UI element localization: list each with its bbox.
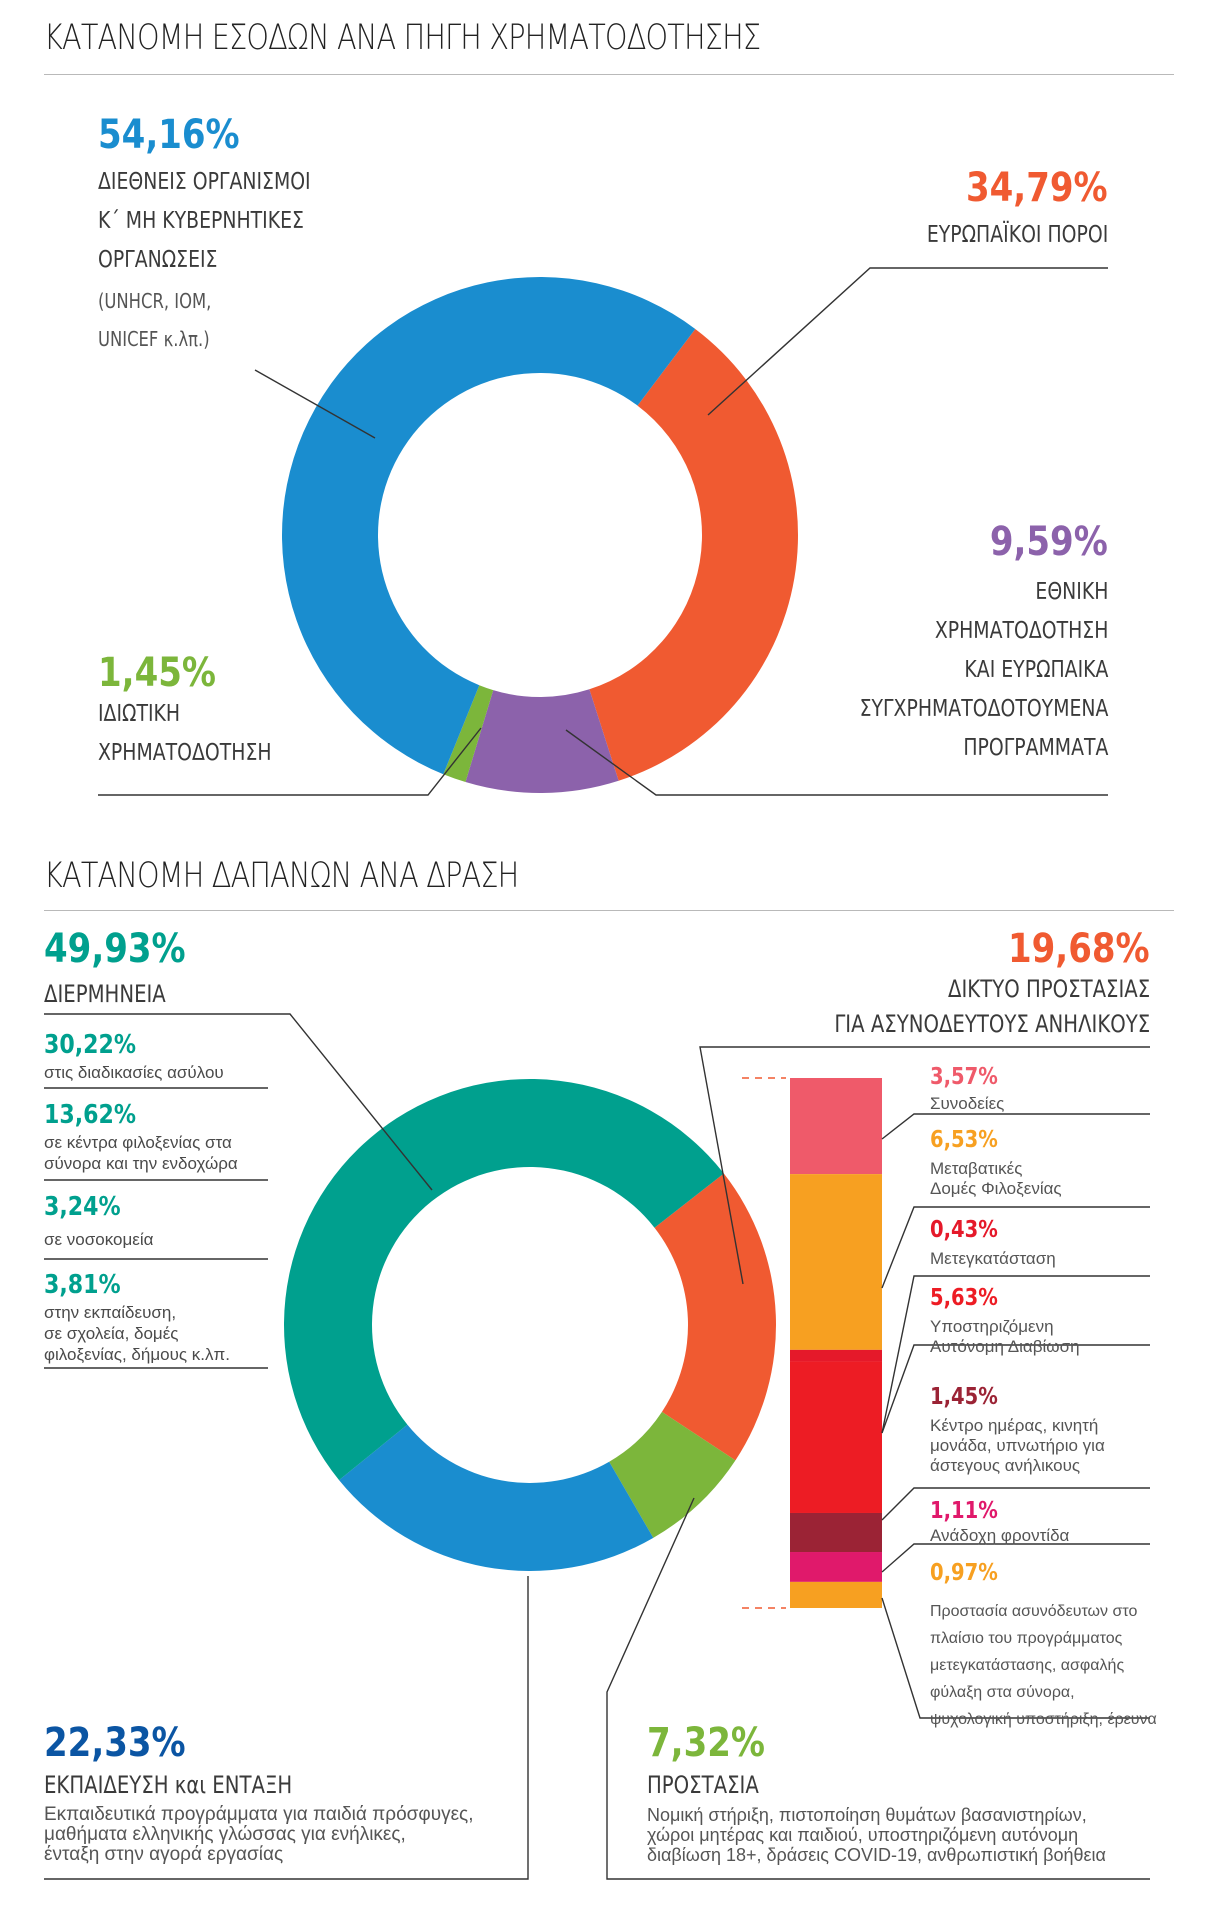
leader-income-international [254,369,376,439]
net-sub-4-text: Υποστηριζόμενη Αυτόνομη Διαβίωση [930,1317,1080,1356]
donut2-slice-2 [609,1411,736,1538]
leader-exp-education [44,1576,529,1880]
income-international-pct: 54,16% [98,112,240,158]
income-title: ΚΑΤΑΝΟΜΗ ΕΣΟΔΩΝ ΑΝΑ ΠΗΓΗ ΧΡΗΜΑΤΟΔΟΤΗΣΗΣ [44,18,761,58]
leader-income-private [98,727,482,796]
donut2-slice-3 [339,1424,654,1571]
network-bar-segment-2 [790,1349,882,1362]
donut1-slice-3 [443,685,494,783]
interp-sub-2-pct: 13,62% [44,1100,137,1130]
net-sub-1-pct: 3,57% [930,1064,998,1090]
expenses-title-rule [44,910,1174,911]
leader-bar-6 [881,1543,1150,1573]
network-bar-segment-5 [790,1552,882,1582]
interp-sub-1-pct: 30,22% [44,1030,137,1060]
net-sub-3-pct: 0,43% [930,1217,998,1243]
interp-sub-3-text: σε νοσοκομεία [44,1230,154,1249]
exp-education-label: ΕΚΠΑΙΔΕΥΣΗ και ΕΝΤΑΞΗ [44,1771,293,1799]
leader-income-european [707,267,1108,416]
leader-bar-1 [881,1113,1150,1140]
net-sub-7-pct: 0,97% [930,1560,998,1586]
net-sub-2-pct: 6,53% [930,1127,998,1153]
income-international-sub: (UNHCR, IOM, UNICEF κ.λπ.) [98,289,212,351]
network-bar-segment-3 [790,1361,882,1513]
expenses-donut [284,1079,776,1571]
leader-exp-interpretation [44,1013,433,1191]
network-bar-segment-0 [790,1078,882,1175]
leader-income-national [565,729,1108,796]
network-bar-segment-1 [790,1174,882,1350]
exp-protection-label: ΠΡΟΣΤΑΣΙΑ [647,1771,759,1799]
net-sub-3-text: Μετεγκατάσταση [930,1249,1056,1268]
network-bar-segment-6 [790,1581,882,1608]
leader-bar-7 [881,1597,1150,1719]
income-international-label: ΔΙΕΘΝΕΙΣ ΟΡΓΑΝΙΣΜΟΙ κ΄ ΜΗ ΚΥΒΕΡΝΗΤΙΚΕΣ Ο… [98,169,311,273]
network-stacked-bar [790,1078,882,1608]
leader-lines [44,267,1150,1880]
net-sub-6-pct: 1,11% [930,1498,998,1524]
exp-network-label: ΔΙΚΤΥΟ ΠΡΟΣΤΑΣΙΑΣ ΓΙΑ ΑΣΥΝΟΔΕΥΤΟΥΣ ΑΝΗΛΙ… [834,975,1150,1038]
income-private-pct: 1,45% [98,650,216,696]
net-sub-6-text: Ανάδοχη φροντίδα [930,1526,1070,1545]
leader-exp-protection [606,1497,1150,1880]
donut1-slice-2 [465,689,619,793]
network-bar-segment-4 [790,1512,882,1553]
exp-education-text: Εκπαιδευτικά προγράμματα για παιδιά πρόσ… [44,1804,474,1865]
donut2-slice-1 [654,1173,776,1461]
donut1-slice-0 [282,277,696,775]
exp-interpretation-label: ΔΙΕΡΜΗΝΕΙΑ [44,980,166,1008]
income-european-pct: 34,79% [966,165,1108,211]
net-sub-2-text: Μεταβατικές Δομές Φιλοξενίας [930,1159,1062,1198]
interp-sub-4-text: στην εκπαίδευση, σε σχολεία, δομές φιλοξ… [44,1303,230,1364]
leader-bar-2 [881,1206,1150,1289]
exp-education-pct: 22,33% [44,1720,186,1766]
leader-exp-network [699,1046,1150,1285]
exp-protection-pct: 7,32% [647,1720,765,1766]
net-sub-5-text: Κέντρο ημέρας, κινητή μονάδα, υπνωτήριο … [930,1416,1105,1475]
income-title-rule [44,74,1174,75]
net-sub-5-pct: 1,45% [930,1384,998,1410]
net-sub-7-text: Προστασία ασυνόδευτων στο πλαίσιο του πρ… [930,1603,1157,1728]
interp-sub-1-text: στις διαδικασίες ασύλου [44,1063,224,1082]
donut1-slice-1 [589,328,799,781]
exp-interpretation-pct: 49,93% [44,926,186,972]
leader-bar-3 [881,1275,1150,1434]
net-sub-4-pct: 5,63% [930,1285,998,1311]
exp-network-pct: 19,68% [1008,926,1150,972]
income-national-pct: 9,59% [990,519,1108,565]
interp-sub-2-text: σε κέντρα φιλοξενίας στα σύνορα και την … [44,1133,238,1173]
income-european-label: ΕΥΡΩΠΑΪΚΟΙ ΠΟΡΟΙ [926,222,1108,248]
expenses-title: ΚΑΤΑΝΟΜΗ ΔΑΠΑΝΩΝ ΑΝΑ ΔΡΑΣΗ [44,856,519,896]
interp-sub-4-pct: 3,81% [44,1270,121,1300]
net-sub-1-text: Συνοδείες [930,1094,1005,1113]
income-private-label: ΙΔΙΩΤΙΚΗ ΧΡΗΜΑΤΟΔΟΤΗΣΗ [98,701,272,766]
income-national-label: ΕΘΝΙΚΗ ΧΡΗΜΑΤΟΔΟΤΗΣΗ ΚΑΙ ΕΥΡΩΠΑΙΚΑ ΣΥΓΧΡ… [859,579,1108,761]
leader-bar-4 [881,1344,1150,1434]
interp-sub-3-pct: 3,24% [44,1192,121,1222]
exp-protection-text: Νομική στήριξη, πιστοποίηση θυμάτων βασα… [647,1805,1106,1865]
leader-bar-5 [881,1487,1150,1521]
income-donut [282,277,799,793]
donut2-slice-0 [284,1079,724,1481]
